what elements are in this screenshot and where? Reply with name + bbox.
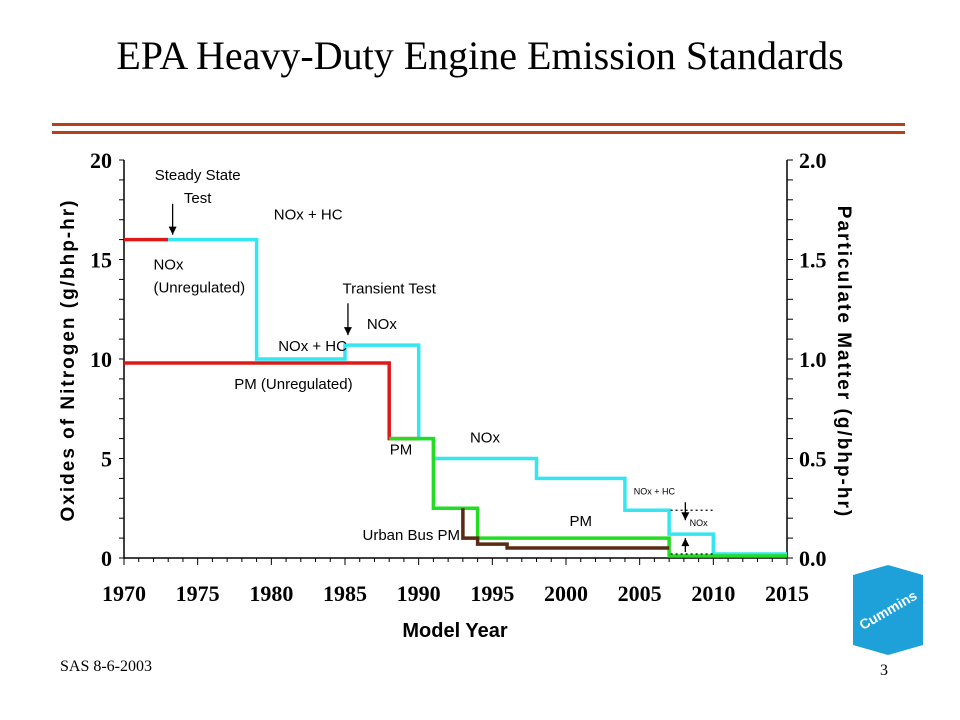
- annotation-nox-2: NOx: [470, 430, 501, 447]
- series-line-1: [168, 237, 787, 556]
- annotation-line: NOx + HC: [278, 338, 347, 355]
- annotation-nox-hc-2: NOx + HC: [278, 338, 347, 355]
- annotation-line: NOx: [367, 316, 398, 333]
- annotation-line: NOx: [153, 256, 184, 273]
- x-tick-label: 1970: [102, 581, 146, 606]
- annotation-line: NOx + HC: [634, 486, 676, 496]
- annotation-nox-hc-1: NOx + HC: [274, 207, 343, 224]
- annotation-line: NOx + HC: [274, 207, 343, 224]
- y-left-tick-label: 5: [101, 447, 112, 472]
- annotation-transient: Transient Test: [343, 280, 437, 297]
- annotation-nox-hc-small: NOx + HC: [634, 486, 676, 496]
- annotation-line: NOx: [470, 430, 501, 447]
- y-right-tick-label: 0.0: [799, 546, 827, 571]
- y-right-tick-label: 1.5: [799, 248, 827, 273]
- y-axis-right-label: Particulate Matter (g/bhp-hr): [833, 206, 854, 518]
- annotation-nox-1: NOx: [367, 316, 398, 333]
- annotation-line: Urban Bus PM: [363, 527, 461, 544]
- title-rule-bottom: [52, 131, 905, 134]
- slide-title: EPA Heavy-Duty Engine Emission Standards: [116, 33, 844, 78]
- x-tick-label: 1990: [397, 581, 441, 606]
- x-axis-label: Model Year: [402, 620, 507, 642]
- y-left-tick-label: 20: [90, 148, 112, 173]
- transient-test-arrow-head: [343, 327, 352, 336]
- y-axis-left-label: Oxides of Nitrogen (g/bhp-hr): [58, 199, 79, 522]
- footer-date: SAS 8-6-2003: [60, 658, 153, 675]
- page-number: 3: [880, 662, 888, 679]
- y-left-tick-label: 15: [90, 248, 112, 273]
- annotation-nox-small: NOx: [690, 518, 709, 528]
- series-line-2: [124, 361, 419, 441]
- chart-markers: [168, 203, 714, 555]
- x-tick-label: 1985: [323, 581, 367, 606]
- annotation-line: PM: [390, 442, 413, 459]
- y-right-tick-label: 2.0: [799, 148, 827, 173]
- y-right-tick-label: 1.0: [799, 347, 827, 372]
- annotation-line: Test: [184, 190, 212, 207]
- annotation-pm-unreg: PM (Unregulated): [234, 376, 352, 393]
- x-tick-label: 1995: [470, 581, 514, 606]
- annotation-urban-bus-pm: Urban Bus PM: [363, 527, 461, 544]
- annotation-line: Transient Test: [343, 280, 437, 297]
- nox-hc-arrow-head: [681, 512, 690, 521]
- chart-series: [124, 237, 787, 558]
- y-left-tick-label: 0: [101, 546, 112, 571]
- series-line-3: [389, 436, 787, 558]
- x-tick-label: 2005: [618, 581, 662, 606]
- title-rule-top: [52, 123, 905, 126]
- y-right-tick-label: 0.5: [799, 447, 827, 472]
- annotation-steady-state: Steady State Test: [155, 167, 241, 207]
- x-tick-label: 2010: [691, 581, 735, 606]
- x-tick-label: 1980: [249, 581, 293, 606]
- steady-state-arrow-head: [168, 226, 177, 235]
- annotation-pm-1: PM: [390, 442, 413, 459]
- annotation-line: NOx: [690, 518, 709, 528]
- cummins-logo: Cummins: [853, 565, 923, 655]
- annotation-line: PM (Unregulated): [234, 376, 352, 393]
- annotation-nox-unreg: NOx (Unregulated): [153, 256, 245, 296]
- nox-arrow-head: [681, 538, 690, 547]
- chart-annotations: Steady State Test NOx + HC NOx (Unregulated)…: [153, 167, 708, 544]
- annotation-pm-2: PM: [569, 513, 592, 530]
- x-tick-label: 1975: [176, 581, 220, 606]
- series-line-4: [461, 508, 670, 550]
- annotation-line: Steady State: [155, 167, 241, 184]
- annotation-line: (Unregulated): [153, 280, 245, 297]
- x-tick-label: 2015: [765, 581, 809, 606]
- chart-axes: 1970 1975 1980 1985 1990 1995 2000 2005 2010 2015…: [90, 148, 827, 606]
- annotation-line: PM: [569, 513, 592, 530]
- x-tick-label: 2000: [544, 581, 588, 606]
- y-left-tick-label: 10: [90, 347, 112, 372]
